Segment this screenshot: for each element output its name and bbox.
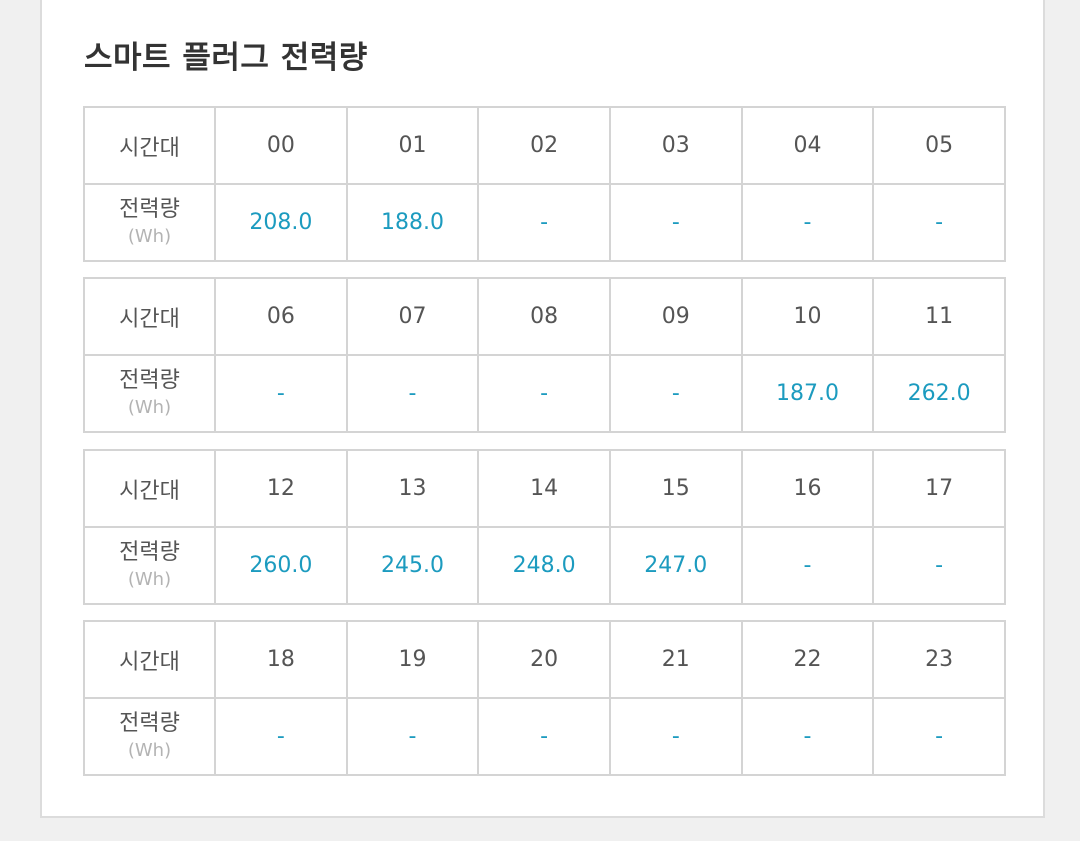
- power-value-cell: -: [477, 354, 611, 433]
- hour-cell: 01: [345, 106, 480, 185]
- power-value-cell: 248.0: [477, 526, 611, 605]
- power-value-cell: -: [345, 354, 480, 433]
- power-label: 전력량: [119, 196, 180, 222]
- hour-cell: 18: [214, 620, 348, 699]
- power-value-cell: 187.0: [740, 354, 875, 433]
- power-row: 전력량 (Wh) - - - - - -: [83, 697, 1006, 776]
- hour-cell: 04: [740, 106, 875, 185]
- hour-cell: 07: [345, 277, 480, 356]
- power-label: 전력량: [119, 367, 180, 393]
- hour-cell: 20: [477, 620, 611, 699]
- power-value-cell: -: [477, 697, 611, 776]
- power-value-cell: -: [872, 183, 1006, 262]
- hour-cell: 06: [214, 277, 348, 356]
- hour-cell: 22: [740, 620, 875, 699]
- page-title: 스마트 플러그 전력량: [84, 40, 368, 76]
- power-value-cell: -: [740, 183, 875, 262]
- power-value-cell: 247.0: [608, 526, 743, 605]
- hour-row: 시간대 00 01 02 03 04 05: [83, 106, 1006, 185]
- unit-label: (Wh): [127, 225, 172, 247]
- time-label: 시간대: [83, 449, 216, 528]
- power-row: 전력량 (Wh) - - - -187.0 262.0: [83, 354, 1006, 433]
- hour-cell: 11: [872, 277, 1006, 356]
- hour-cell: 21: [608, 620, 743, 699]
- power-label-cell: 전력량 (Wh): [83, 526, 216, 605]
- power-label-cell: 전력량 (Wh): [83, 697, 216, 776]
- power-value-cell: -: [740, 697, 875, 776]
- power-table: 시간대 06 07 08 09 10 11 전력량 (Wh) - - - -187.0 262.0: [83, 277, 1006, 433]
- power-value-cell: -: [345, 697, 480, 776]
- power-value-cell: -: [608, 354, 743, 433]
- power-value-cell: -: [608, 697, 743, 776]
- unit-label: (Wh): [127, 568, 172, 590]
- power-table: 시간대 18 19 20 21 22 23 전력량 (Wh) - - - - - -: [83, 620, 1006, 776]
- power-value-cell: 208.0: [214, 183, 348, 262]
- hour-cell: 15: [608, 449, 743, 528]
- hour-cell: 08: [477, 277, 611, 356]
- power-value-cell: -: [872, 697, 1006, 776]
- hour-cell: 03: [608, 106, 743, 185]
- hour-row: 시간대 06 07 08 09 10 11: [83, 277, 1006, 356]
- hour-cell: 02: [477, 106, 611, 185]
- time-label: 시간대: [83, 620, 216, 699]
- power-value-cell: -: [477, 183, 611, 262]
- power-value-cell: 262.0: [872, 354, 1006, 433]
- power-card: 스마트 플러그 전력량 시간대 00 01 02 03 04 05 전력량 (Wh) 208.0 1…: [40, 0, 1045, 818]
- hour-cell: 09: [608, 277, 743, 356]
- hour-row: 시간대 18 19 20 21 22 23: [83, 620, 1006, 699]
- hour-row: 시간대 12 13 14 15 16 17: [83, 449, 1006, 528]
- hour-cell: 10: [740, 277, 875, 356]
- power-row: 전력량 (Wh) 260.0 245.0 248.0 247.0- -: [83, 526, 1006, 605]
- power-value-cell: 260.0: [214, 526, 348, 605]
- power-value-cell: 188.0: [345, 183, 480, 262]
- power-label: 전력량: [119, 539, 180, 565]
- power-row: 전력량 (Wh) 208.0 188.0- - - -: [83, 183, 1006, 262]
- power-value-cell: -: [214, 697, 348, 776]
- time-label: 시간대: [83, 277, 216, 356]
- hour-cell: 23: [872, 620, 1006, 699]
- hour-cell: 13: [345, 449, 480, 528]
- hour-cell: 12: [214, 449, 348, 528]
- unit-label: (Wh): [127, 396, 172, 418]
- power-value-cell: -: [214, 354, 348, 433]
- power-value-cell: -: [740, 526, 875, 605]
- power-label: 전력량: [119, 710, 180, 736]
- power-table: 시간대 00 01 02 03 04 05 전력량 (Wh) 208.0 188.0- - - -: [83, 106, 1006, 262]
- time-label: 시간대: [83, 106, 216, 185]
- hour-cell: 19: [345, 620, 480, 699]
- hour-cell: 00: [214, 106, 348, 185]
- hour-cell: 16: [740, 449, 875, 528]
- power-label-cell: 전력량 (Wh): [83, 183, 216, 262]
- power-value-cell: 245.0: [345, 526, 480, 605]
- hour-cell: 17: [872, 449, 1006, 528]
- unit-label: (Wh): [127, 739, 172, 761]
- power-value-cell: -: [872, 526, 1006, 605]
- power-label-cell: 전력량 (Wh): [83, 354, 216, 433]
- power-value-cell: -: [608, 183, 743, 262]
- hour-cell: 05: [872, 106, 1006, 185]
- hour-cell: 14: [477, 449, 611, 528]
- power-table: 시간대 12 13 14 15 16 17 전력량 (Wh) 260.0 245.0 248.0 247…: [83, 449, 1006, 605]
